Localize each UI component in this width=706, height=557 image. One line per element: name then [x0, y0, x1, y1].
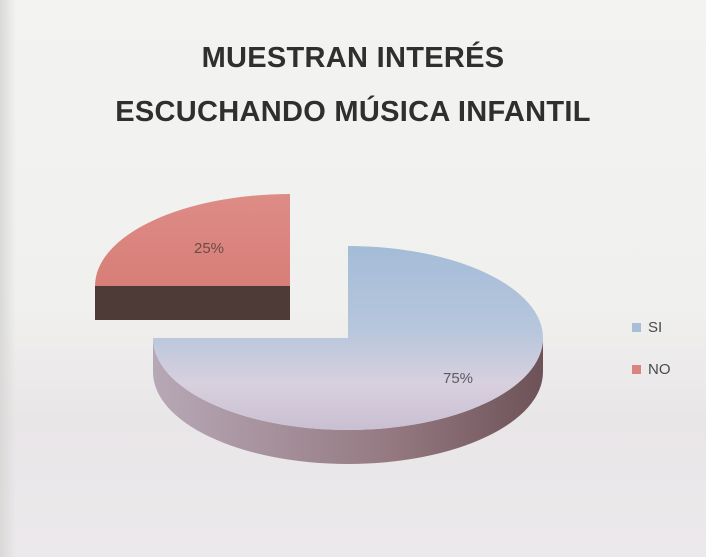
- legend-label-no: NO: [648, 360, 671, 378]
- page-edge-shadow: [0, 0, 16, 557]
- legend-swatch-si: [632, 322, 641, 332]
- chart-legend: SI NO: [632, 316, 702, 400]
- data-label-si: 75%: [443, 370, 473, 387]
- pie-slice-no: [95, 194, 290, 286]
- legend-swatch-no: [632, 364, 641, 374]
- legend-item-no: NO: [632, 358, 702, 380]
- pie-slice-no-side: [95, 286, 290, 320]
- chart-title-line-1: MUESTRAN INTERÉS: [201, 42, 505, 74]
- chart-title-line-2: ESCUCHANDO MÚSICA INFANTIL: [115, 96, 591, 128]
- legend-label-si: SI: [648, 318, 663, 336]
- legend-item-si: SI: [632, 316, 702, 338]
- data-label-no: 25%: [194, 240, 224, 257]
- pie-slice-si: [153, 246, 543, 430]
- pie-slice-si-side: [153, 338, 543, 464]
